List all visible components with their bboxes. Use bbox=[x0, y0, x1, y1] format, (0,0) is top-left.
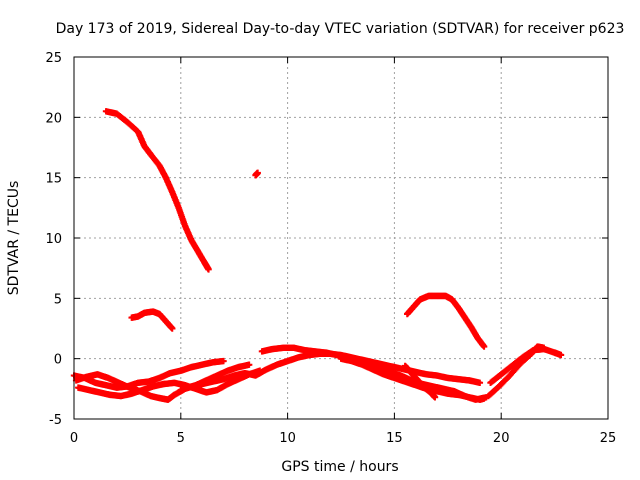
y-tick-label: 15 bbox=[45, 172, 62, 187]
y-tick-label: -5 bbox=[49, 413, 62, 428]
series-arc-2 bbox=[252, 169, 261, 179]
tick-labels: 0 5 10 15 20 25 -5 0 5 10 15 20 25 bbox=[45, 51, 616, 446]
y-tick-label: 20 bbox=[45, 111, 62, 126]
x-tick-label: 20 bbox=[493, 431, 510, 446]
series-arc-11 bbox=[401, 362, 439, 401]
y-tick-label: 10 bbox=[45, 232, 62, 247]
data-point bbox=[431, 394, 439, 401]
y-tick-label: 5 bbox=[54, 292, 62, 307]
series-arc-1 bbox=[102, 108, 212, 273]
x-tick-label: 10 bbox=[279, 431, 296, 446]
series-arc-3 bbox=[128, 308, 176, 332]
data-point bbox=[480, 343, 488, 350]
series-arc-12 bbox=[487, 345, 565, 386]
data-point bbox=[540, 344, 548, 352]
y-tick-label: 25 bbox=[45, 51, 62, 66]
x-tick-label: 25 bbox=[600, 431, 617, 446]
data-point bbox=[254, 169, 261, 177]
series-arc-4 bbox=[404, 292, 488, 350]
plot-frame bbox=[73, 56, 609, 420]
chart-title: Day 173 of 2019, Sidereal Day-to-day VTE… bbox=[56, 21, 625, 37]
data-points bbox=[70, 108, 565, 403]
series-arc-13 bbox=[485, 343, 548, 400]
x-tick-label: 15 bbox=[386, 431, 403, 446]
x-tick-label: 0 bbox=[70, 431, 78, 446]
grid bbox=[74, 57, 608, 419]
y-tick-label: 0 bbox=[54, 353, 62, 368]
data-point bbox=[169, 325, 176, 332]
data-point bbox=[557, 351, 565, 359]
y-axis-label: SDTVAR / TECUs bbox=[6, 181, 22, 296]
x-axis-label: GPS time / hours bbox=[281, 459, 398, 475]
data-point bbox=[220, 357, 227, 365]
series-arc-10 bbox=[337, 355, 488, 403]
data-point bbox=[205, 266, 212, 273]
data-point bbox=[476, 379, 484, 386]
data-point bbox=[480, 395, 488, 402]
data-point bbox=[245, 361, 253, 368]
x-tick-label: 5 bbox=[177, 431, 185, 446]
